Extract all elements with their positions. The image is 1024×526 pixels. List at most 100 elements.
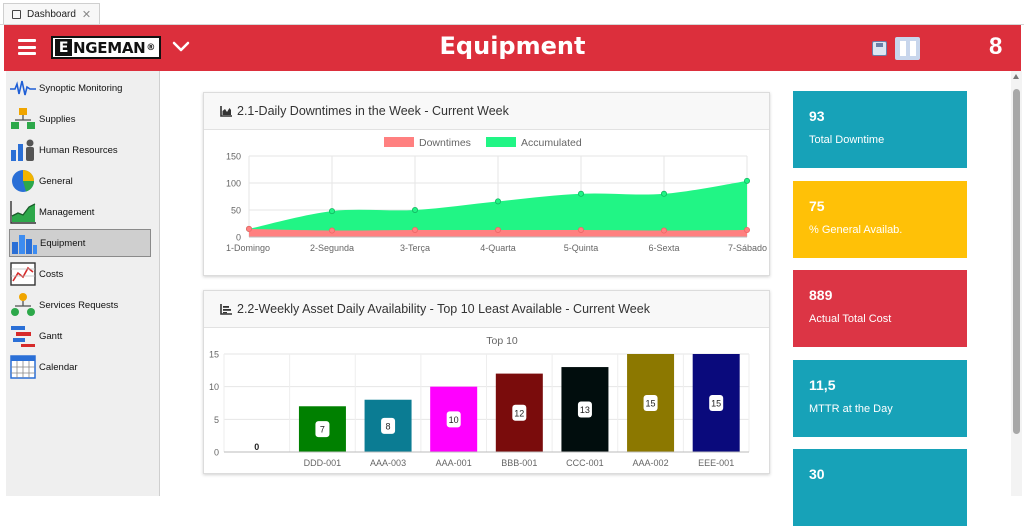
- sidebar-item-label: Synoptic Monitoring: [39, 82, 123, 94]
- x-tick-label: EEE-001: [698, 458, 734, 468]
- management-chart-icon: [9, 199, 37, 225]
- data-point: [494, 226, 501, 233]
- sidebar-item-costs[interactable]: Costs: [9, 260, 151, 288]
- data-point: [329, 227, 336, 234]
- gantt-icon: [9, 323, 37, 349]
- chevron-down-icon[interactable]: [170, 35, 192, 57]
- equipment-bars-icon: [10, 230, 38, 256]
- tab-dashboard[interactable]: Dashboard ✕: [3, 3, 101, 24]
- x-tick-label: DDD-001: [304, 458, 342, 468]
- supplies-icon: [9, 106, 37, 132]
- sidebar-item-calendar[interactable]: Calendar: [9, 353, 151, 381]
- calendar-icon: [9, 354, 37, 380]
- area-chart-icon: [220, 105, 232, 117]
- tab-bar: Dashboard ✕: [0, 0, 1024, 25]
- sidebar-item-supplies[interactable]: Supplies: [9, 105, 151, 133]
- kpi-tile[interactable]: 11,5 MTTR at the Day: [793, 359, 967, 437]
- data-label-box: [315, 421, 330, 438]
- scrollbar-thumb[interactable]: [1013, 89, 1020, 434]
- data-label: 8: [386, 421, 391, 431]
- availability-chart-card: 2.2-Weekly Asset Daily Availability - To…: [203, 290, 770, 474]
- data-label-box: [381, 417, 396, 434]
- pause-icon[interactable]: [895, 37, 920, 60]
- logo: E NGEMAN ®: [51, 36, 161, 59]
- series-area-accumulated: [249, 180, 747, 237]
- general-pie-icon: [9, 168, 37, 194]
- bar-chart-icon: [220, 303, 232, 315]
- data-label-box: [643, 395, 658, 411]
- sidebar-item-label: Supplies: [39, 113, 76, 125]
- sidebar-item-services-requests[interactable]: Services Requests: [9, 291, 151, 319]
- legend-swatch: [486, 137, 516, 147]
- sidebar-item-label: General: [39, 175, 73, 187]
- data-label: 13: [580, 405, 590, 415]
- x-tick-label: 1-Domingo: [226, 243, 270, 253]
- kpi-label: MTTR at the Day: [809, 402, 893, 415]
- x-tick-label: 6-Sexta: [648, 243, 679, 253]
- sidebar-item-general[interactable]: General: [9, 167, 151, 195]
- sidebar-item-label: Costs: [39, 268, 64, 280]
- card-title: 2.2-Weekly Asset Daily Availability - To…: [237, 302, 650, 316]
- x-tick-label: 7-Sábado: [728, 243, 767, 253]
- kpi-value: 93: [809, 108, 825, 124]
- scroll-up-icon[interactable]: [1013, 74, 1019, 79]
- data-label: 0: [254, 442, 259, 452]
- sidebar-item-equipment[interactable]: Equipment: [9, 229, 151, 257]
- y-tick-label: 150: [226, 152, 241, 162]
- x-tick-label: BBB-001: [501, 458, 537, 468]
- y-tick-label: 15: [209, 350, 219, 360]
- y-tick-label: 100: [226, 179, 241, 189]
- y-tick-label: 50: [231, 206, 241, 216]
- x-tick-label: 3-Terça: [400, 243, 430, 253]
- x-tick-label: 5-Quinta: [564, 243, 599, 253]
- kpi-tile[interactable]: 93 Total Downtime: [793, 91, 967, 168]
- close-icon[interactable]: ✕: [81, 8, 92, 21]
- data-point: [411, 226, 418, 233]
- data-point: [744, 177, 751, 184]
- menu-icon[interactable]: [18, 39, 36, 55]
- kpi-tile[interactable]: 889 Actual Total Cost: [793, 270, 967, 347]
- kpi-tile[interactable]: 30: [793, 449, 967, 526]
- y-tick-label: 0: [214, 448, 219, 458]
- services-requests-icon: [9, 292, 37, 318]
- data-label: 7: [320, 425, 325, 435]
- sidebar: Synoptic Monitoring Supplies Human Resourc…: [6, 71, 160, 496]
- availability-bar-chart: Top 10 0 5 10 15 0 7 DDD-001 8 AAA-003 10 AAA-001 12…: [209, 335, 750, 468]
- kpi-label: % General Availab.: [809, 223, 903, 236]
- kpi-value: 75: [809, 197, 825, 214]
- kpi-tile[interactable]: 75 % General Availab.: [793, 180, 967, 258]
- sidebar-item-human-resources[interactable]: Human Resources: [9, 136, 151, 164]
- data-label-box: [512, 404, 527, 421]
- notification-counter: 8: [989, 33, 1003, 60]
- card-title: 2.1-Daily Downtimes in the Week - Curren…: [237, 104, 509, 118]
- sidebar-item-label: Human Resources: [39, 144, 118, 156]
- x-tick-label: AAA-002: [633, 458, 669, 468]
- data-label-box: [577, 401, 592, 418]
- data-point: [329, 208, 336, 215]
- chart-title: Top 10: [486, 335, 518, 347]
- y-tick-label: 10: [209, 382, 219, 392]
- sidebar-item-synoptic-monitoring[interactable]: Synoptic Monitoring: [9, 74, 151, 102]
- kpi-value: 889: [809, 287, 833, 303]
- data-label-box: [446, 411, 461, 428]
- save-icon[interactable]: [872, 41, 887, 56]
- synoptic-icon: [9, 75, 37, 101]
- legend-swatch: [384, 137, 414, 147]
- data-point: [246, 225, 253, 232]
- x-tick-label: CCC-001: [566, 458, 604, 468]
- x-tick-label: AAA-001: [436, 458, 472, 468]
- sidebar-item-management[interactable]: Management: [9, 198, 151, 226]
- data-point: [577, 190, 584, 197]
- y-tick-label: 5: [214, 415, 219, 425]
- costs-icon: [9, 261, 37, 287]
- page-title: Equipment: [439, 32, 586, 60]
- x-tick-label: AAA-003: [370, 458, 406, 468]
- data-label: 10: [449, 415, 459, 425]
- card-header: 2.1-Daily Downtimes in the Week - Curren…: [204, 93, 769, 130]
- downtime-area-chart: Downtimes Accumulated 0 50 100 150 1-Domingo 2-…: [226, 137, 767, 253]
- sidebar-item-gantt[interactable]: Gantt: [9, 322, 151, 350]
- vertical-scrollbar[interactable]: [1011, 71, 1022, 496]
- app-header: E NGEMAN ® Equipment 8: [4, 25, 1021, 71]
- data-point: [660, 227, 667, 234]
- kpi-label: Actual Total Cost: [809, 313, 892, 325]
